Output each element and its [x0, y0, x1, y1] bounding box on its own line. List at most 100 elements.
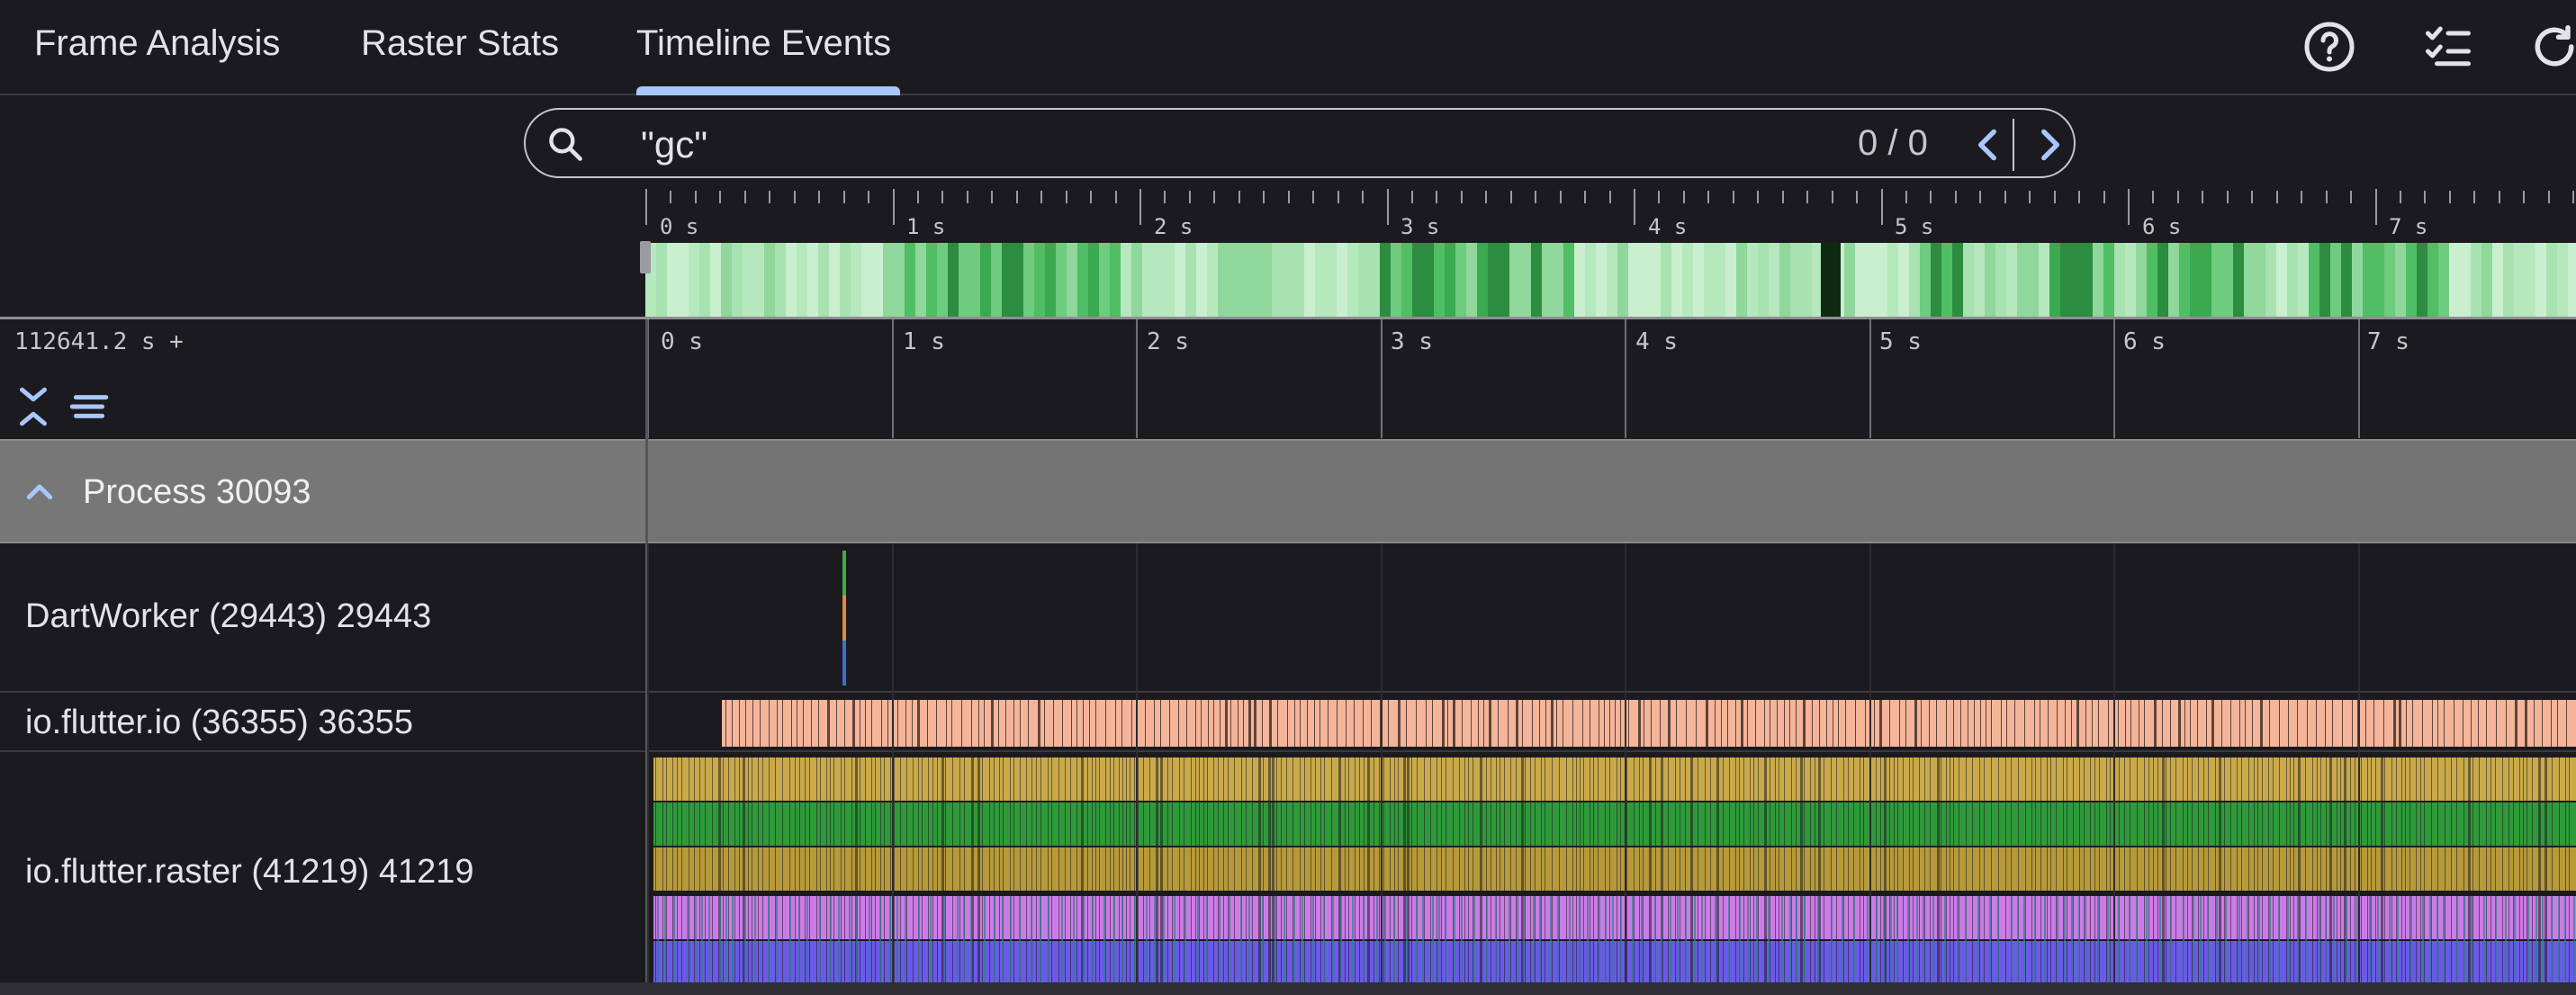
flutter-io-track[interactable]: [648, 693, 2576, 750]
raster-gpu-event: [1134, 896, 1136, 982]
overview-tick: [916, 191, 919, 203]
overview-tick: [670, 191, 672, 203]
tab-raster-stats[interactable]: Raster Stats: [361, 23, 560, 63]
raster-gpu-event: [2422, 896, 2424, 982]
tab-frame-analysis[interactable]: Frame Analysis: [34, 23, 281, 63]
overview-tick: [2350, 191, 2353, 203]
heatmap-cell: [1358, 243, 1369, 317]
overview-tick: [892, 189, 895, 225]
overview-tick: [1410, 191, 1413, 203]
timeline-overview[interactable]: 0 s 1 s 2 s 3 s 4 s 5 s 6 s 7 s: [640, 189, 2576, 318]
dartworker-track[interactable]: [648, 543, 2576, 691]
raster-event-gap: [1417, 757, 1418, 982]
overview-tick: [1460, 191, 1463, 203]
raster-event-gap: [2463, 757, 2464, 982]
raster-event-gap: [775, 757, 776, 982]
horizontal-scrollbar[interactable]: [0, 982, 2576, 995]
io-event-gap: [2412, 700, 2413, 747]
io-event-gap: [2365, 700, 2366, 747]
heatmap-cell: [786, 243, 797, 317]
io-event-gap: [984, 700, 985, 747]
raster-event-gap: [1750, 757, 1751, 982]
flutter-raster-track[interactable]: [648, 752, 2576, 982]
heatmap-cell: [1347, 243, 1358, 317]
overview-tick: [1707, 191, 1710, 203]
raster-event-gap: [2468, 757, 2471, 982]
raster-event-gap: [2519, 757, 2520, 982]
io-event-gap: [1819, 700, 1820, 747]
dartworker-event[interactable]: [842, 596, 846, 641]
raster-gpu-event: [1739, 896, 1741, 982]
dartworker-event[interactable]: [842, 641, 846, 686]
lane-grid-line: [1380, 543, 1383, 982]
raster-event-gap: [2230, 757, 2231, 982]
refresh-icon[interactable]: [2527, 20, 2576, 74]
raster-gpu-event: [1957, 896, 1959, 982]
io-event-gap: [1294, 700, 1295, 747]
raster-gpu-event: [1989, 896, 1991, 982]
raster-gpu-event: [2287, 896, 2289, 982]
search-input[interactable]: [639, 119, 1453, 171]
io-event-gap: [1777, 700, 1778, 747]
frame-heatmap[interactable]: [645, 243, 2576, 317]
io-event-gap: [1154, 700, 1155, 747]
overview-tick: [1015, 191, 1018, 203]
tab-timeline-events[interactable]: Timeline Events: [636, 23, 892, 63]
raster-event-gap: [1690, 757, 1693, 982]
help-icon[interactable]: [2302, 20, 2356, 74]
heatmap-cell: [980, 243, 991, 317]
chevron-up-icon: [22, 473, 58, 509]
raster-event-gap: [655, 757, 656, 982]
raster-event-gap: [1122, 757, 1123, 982]
io-event-band[interactable]: [722, 700, 2576, 747]
raster-event-gap: [1383, 757, 1384, 982]
raster-event-gap: [2317, 757, 2318, 982]
io-event-gap: [2551, 700, 2552, 747]
raster-event-gap: [959, 757, 960, 982]
raster-gpu-event: [1219, 896, 1220, 982]
raster-event-gap: [1480, 757, 1482, 982]
io-event-gap: [2542, 700, 2543, 747]
raster-event-gap: [1126, 757, 1127, 982]
heatmap-cell: [689, 243, 699, 317]
io-event-gap: [1826, 700, 1827, 747]
heatmap-cell: [937, 243, 948, 317]
raster-gpu-event: [1867, 896, 1869, 982]
raster-gpu-event: [732, 896, 734, 982]
raster-event-gap: [1218, 757, 1219, 982]
filter-lines-icon[interactable]: [67, 384, 112, 429]
heatmap-cell: [1898, 243, 1909, 317]
raster-event-gap: [2005, 757, 2006, 982]
raster-event-gap: [1058, 757, 1059, 982]
io-event-gap: [1905, 700, 1906, 747]
raster-event-gap: [1729, 757, 1730, 982]
io-event-gap: [2373, 700, 2374, 747]
heatmap-cell: [2395, 243, 2406, 317]
heatmap-cell: [1617, 243, 1628, 317]
raster-event-gap: [1348, 757, 1349, 982]
next-match-button[interactable]: [2027, 121, 2072, 169]
heatmap-cell: [1229, 243, 1239, 317]
row-separator: [0, 691, 2576, 693]
process-toggle[interactable]: Process 30093: [0, 441, 646, 542]
io-event-gap: [1803, 700, 1806, 747]
raster-gpu-event: [1654, 896, 1656, 982]
io-event-gap: [1721, 700, 1722, 747]
heatmap-cell: [948, 243, 959, 317]
raster-event-gap: [1110, 757, 1111, 982]
raster-gpu-event: [2573, 896, 2575, 982]
io-event-gap: [2057, 700, 2058, 747]
heatmap-cell: [1272, 243, 1283, 317]
heatmap-cell: [2449, 243, 2460, 317]
raster-event-gap: [2293, 757, 2294, 982]
overview-drag-handle[interactable]: [640, 241, 651, 273]
heatmap-cell: [1553, 243, 1563, 317]
checklist-icon[interactable]: [2421, 20, 2475, 74]
io-event-gap: [1398, 700, 1401, 747]
dartworker-event[interactable]: [842, 551, 846, 596]
heatmap-cell: [1585, 243, 1596, 317]
collapse-all-icon[interactable]: [11, 384, 56, 429]
raster-event-gap: [1966, 757, 1967, 982]
raster-event-gap: [1991, 757, 1992, 982]
previous-match-button[interactable]: [1966, 121, 2011, 169]
